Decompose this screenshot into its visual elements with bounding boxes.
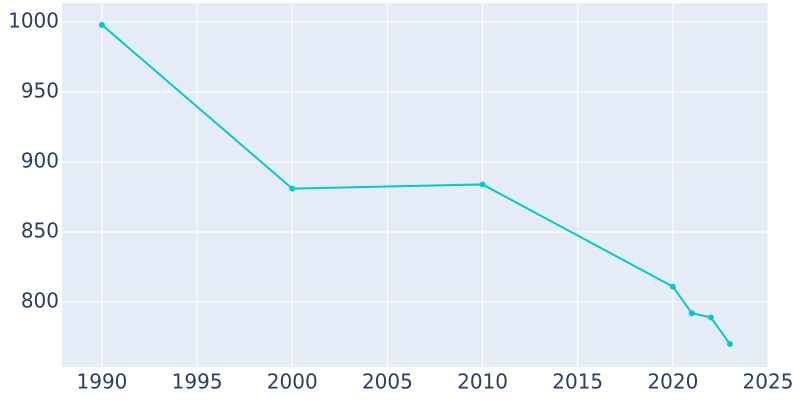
data-point [98,21,105,28]
x-tick-label: 2010 [457,370,508,394]
x-tick-label: 2005 [362,370,413,394]
data-point [289,185,296,192]
data-point [669,283,676,290]
y-tick-label: 800 [21,289,59,313]
y-tick-label: 950 [21,79,59,103]
x-tick-label: 2025 [743,370,794,394]
data-point [479,181,486,188]
x-tick-label: 2020 [647,370,698,394]
y-tick-label: 900 [21,149,59,173]
y-tick-label: 1000 [8,9,59,33]
y-tick-label: 850 [21,219,59,243]
x-tick-label: 2000 [267,370,318,394]
data-point [688,310,695,317]
data-point [726,341,733,348]
data-point [707,314,714,321]
x-tick-label: 2015 [552,370,603,394]
x-tick-label: 1995 [172,370,223,394]
x-tick-label: 1990 [77,370,128,394]
